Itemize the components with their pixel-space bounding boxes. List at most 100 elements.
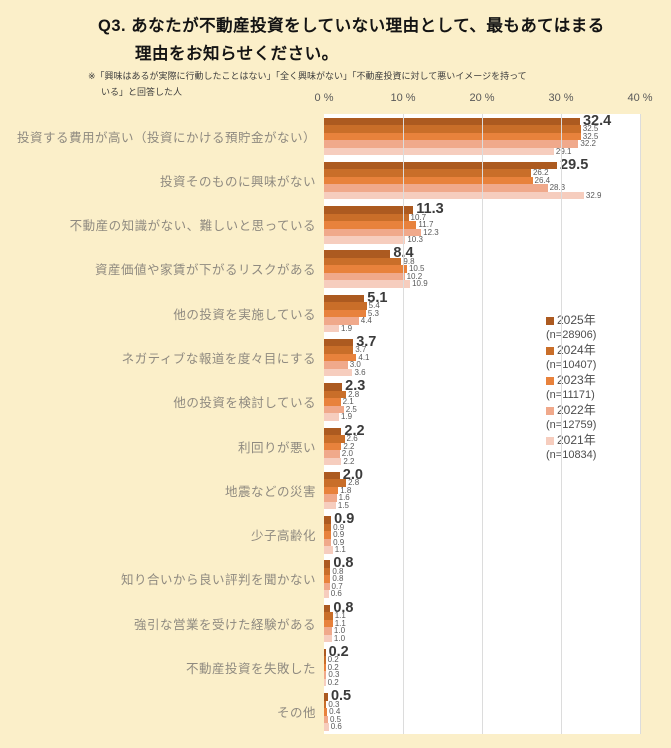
bar-group: 2.0 2.8 1.8 1.6 1.5 bbox=[324, 468, 640, 512]
category-label: その他 bbox=[276, 706, 316, 721]
category-label: 利回りが悪い bbox=[237, 440, 316, 455]
bar-2021年 bbox=[324, 147, 554, 155]
bar-row-2021年: 1.9 bbox=[324, 324, 640, 333]
value-label: 0.9 bbox=[333, 522, 345, 532]
bar-2025年 bbox=[324, 161, 558, 170]
value-label: 5.3 bbox=[367, 308, 379, 318]
bar-2021年 bbox=[324, 501, 336, 510]
bar-row-2025年: 0.2 bbox=[324, 645, 640, 659]
chart-footnote: ※「興味はあるが実際に行動したことはない」「全く興味がない」「不動産投資に対して… bbox=[88, 68, 527, 100]
bar-group: 32.4 32.5 32.5 32.2 29.1 bbox=[324, 114, 640, 158]
bar-2025年 bbox=[324, 604, 331, 613]
bar-row-2023年: 0.8 bbox=[324, 575, 640, 583]
bar-2021年 bbox=[324, 590, 329, 598]
category-label: 不動産の知識がない、難しいと思っている bbox=[69, 219, 316, 234]
bar-row-2021年: 1.9 bbox=[324, 413, 640, 421]
bar-row-2022年: 1.6 bbox=[324, 494, 640, 502]
bar-2023年 bbox=[324, 221, 417, 229]
value-label: 11.7 bbox=[418, 220, 434, 230]
bar-2023年 bbox=[324, 531, 332, 539]
legend-series-name: 2021年 bbox=[557, 433, 596, 447]
value-label: 2.3 bbox=[345, 378, 366, 395]
value-label: 2.2 bbox=[343, 441, 355, 451]
bar-row-2024年: 2.8 bbox=[324, 479, 640, 487]
bar-group: 0.8 0.8 0.8 0.7 0.6 bbox=[324, 557, 640, 601]
value-label: 4.4 bbox=[360, 316, 372, 326]
bar-2023年 bbox=[324, 708, 328, 716]
bar-group: 2.3 2.8 2.1 2.5 1.9 bbox=[324, 378, 640, 424]
category-label: 他の投資を実施している bbox=[173, 307, 316, 322]
legend-marker-icon bbox=[546, 376, 554, 385]
value-label: 12.3 bbox=[423, 227, 439, 237]
bar-row-2025年: 5.1 bbox=[324, 291, 640, 304]
bar-row-2022年: 3.0 bbox=[324, 361, 640, 369]
value-label: 0.3 bbox=[328, 699, 340, 709]
legend: 2025年 (n=28906) 2024年 (n=10407) 2023年 (n=1117… bbox=[546, 313, 596, 463]
legend-item-2021年: 2021年 (n=10834) bbox=[546, 433, 596, 462]
bar-row-2025年: 32.4 bbox=[324, 114, 640, 127]
bar-2023年 bbox=[324, 486, 339, 495]
bar-2022年 bbox=[324, 494, 337, 502]
value-label: 1.1 bbox=[334, 611, 346, 621]
value-label: 32.5 bbox=[582, 124, 599, 133]
value-label: 3.6 bbox=[354, 367, 366, 377]
value-label: 0.2 bbox=[327, 655, 339, 665]
bar-row-2025年: 0.8 bbox=[324, 555, 640, 572]
x-tick-label: 0 % bbox=[314, 92, 334, 104]
category-label: 他の投資を検討している bbox=[173, 396, 316, 411]
bar-row-2021年: 2.2 bbox=[324, 457, 640, 465]
bar-row-2021年: 0.6 bbox=[324, 723, 640, 731]
value-label: 32.5 bbox=[582, 131, 599, 141]
value-label: 10.2 bbox=[406, 271, 423, 281]
bar-row-2023年: 2.1 bbox=[324, 398, 640, 406]
value-label: 26.4 bbox=[534, 175, 551, 185]
bar-row-2021年: 3.6 bbox=[324, 369, 640, 377]
bar-group: 3.7 3.7 4.1 3.0 3.6 bbox=[324, 335, 640, 379]
bar-row-2022年: 0.9 bbox=[324, 538, 640, 547]
bar-row-2023年: 0.9 bbox=[324, 531, 640, 539]
bar-2022年 bbox=[324, 140, 579, 148]
bar-row-2025年: 0.8 bbox=[324, 601, 640, 614]
bar-row-2023年: 10.5 bbox=[324, 265, 640, 273]
bar-2024年 bbox=[324, 390, 347, 399]
chart-footnote-line1: ※「興味はあるが実際に行動したことはない」「全く興味がない」「不動産投資に対して… bbox=[88, 71, 527, 81]
value-label: 2.5 bbox=[345, 404, 357, 414]
bar-2022年 bbox=[324, 671, 327, 679]
bar-row-2025年: 11.3 bbox=[324, 202, 640, 216]
bar-2025年 bbox=[324, 117, 580, 125]
bar-row-2023年: 1.8 bbox=[324, 487, 640, 495]
bar-row-2021年: 10.9 bbox=[324, 280, 640, 288]
value-label: 1.9 bbox=[341, 412, 353, 422]
value-label: 32.9 bbox=[585, 190, 602, 200]
bar-2021年 bbox=[324, 191, 584, 200]
bar-row-2024年: 9.8 bbox=[324, 258, 640, 266]
bar-row-2021年: 0.2 bbox=[324, 679, 640, 687]
bar-2024年 bbox=[324, 302, 367, 310]
legend-year-label: 2024年 bbox=[546, 343, 596, 358]
bar-2021年 bbox=[324, 324, 339, 333]
bar-2025年 bbox=[324, 294, 365, 303]
bar-row-2021年: 32.9 bbox=[324, 192, 640, 200]
bar-2025年 bbox=[324, 693, 328, 701]
bar-2025年 bbox=[324, 338, 354, 347]
value-label: 2.0 bbox=[342, 466, 363, 483]
legend-item-2023年: 2023年 (n=11171) bbox=[546, 373, 596, 402]
bar-2021年 bbox=[324, 413, 339, 421]
bar-group: 29.5 26.2 26.4 28.3 32.9 bbox=[324, 158, 640, 202]
bar-2021年 bbox=[324, 280, 411, 288]
value-label: 29.5 bbox=[560, 156, 589, 173]
bar-2023年 bbox=[324, 619, 333, 628]
bar-2024年 bbox=[324, 213, 409, 222]
value-label: 2.6 bbox=[346, 434, 358, 443]
value-label: 0.8 bbox=[333, 555, 354, 572]
value-label: 0.4 bbox=[329, 707, 341, 717]
value-label: 0.9 bbox=[333, 530, 345, 540]
bar-group: 5.1 5.4 5.3 4.4 1.9 bbox=[324, 291, 640, 335]
value-label: 0.7 bbox=[331, 581, 343, 591]
bar-row-2023年: 4.1 bbox=[324, 354, 640, 362]
bar-row-2022年: 0.7 bbox=[324, 583, 640, 591]
legend-sample-size: (n=10834) bbox=[546, 449, 597, 461]
bar-row-2021年: 0.6 bbox=[324, 590, 640, 598]
category-label: ネガティブな報道を度々目にする bbox=[121, 352, 316, 367]
bar-2023年 bbox=[324, 309, 366, 318]
